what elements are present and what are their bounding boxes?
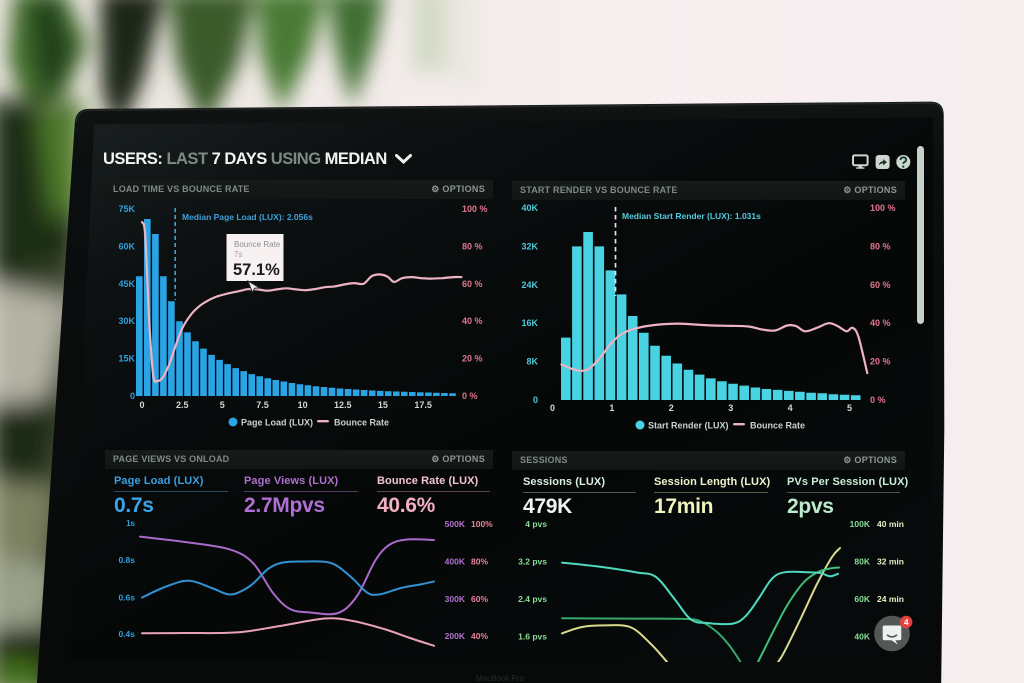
svg-text:2: 2 [669,403,674,413]
svg-text:Median Start Render (LUX): 1.0: Median Start Render (LUX): 1.031s [622,211,761,221]
svg-text:57.1%: 57.1% [233,261,280,279]
svg-text:40K: 40K [854,632,870,642]
svg-text:32K: 32K [521,241,538,251]
svg-text:17.5: 17.5 [414,400,432,410]
svg-text:Start Render (LUX): Start Render (LUX) [648,421,729,431]
svg-text:Bounce Rate: Bounce Rate [234,240,281,249]
svg-text:32 min: 32 min [877,557,904,567]
svg-text:0: 0 [139,400,144,410]
svg-text:60 %: 60 % [870,280,891,290]
svg-text:0.4s: 0.4s [118,629,135,639]
svg-text:3: 3 [728,403,733,413]
svg-text:75K: 75K [118,204,135,214]
svg-text:0: 0 [130,391,135,401]
svg-text:Page Load (LUX): Page Load (LUX) [241,418,313,428]
svg-text:40 min: 40 min [877,519,904,529]
svg-text:16K: 16K [521,318,538,328]
svg-text:Median Page Load (LUX): 2.056s: Median Page Load (LUX): 2.056s [182,212,313,222]
svg-text:5: 5 [847,403,852,413]
svg-text:60K: 60K [118,241,135,251]
svg-text:100 %: 100 % [462,204,488,214]
svg-text:200K: 200K [445,631,466,641]
svg-text:100K: 100K [850,519,871,529]
svg-text:1: 1 [609,403,614,413]
svg-text:40 %: 40 % [462,316,483,326]
svg-text:4 pvs: 4 pvs [525,519,547,529]
svg-text:80%: 80% [471,557,488,567]
svg-text:4: 4 [904,617,909,627]
svg-text:100 %: 100 % [870,203,896,213]
svg-text:24 min: 24 min [877,594,904,604]
svg-text:Bounce Rate: Bounce Rate [750,421,805,431]
svg-text:15: 15 [378,400,388,410]
svg-text:60%: 60% [471,594,488,604]
svg-text:1s: 1s [126,519,135,528]
svg-text:100%: 100% [471,519,493,529]
svg-text:500K: 500K [445,519,466,529]
svg-text:1.6 pvs: 1.6 pvs [518,632,547,642]
svg-text:MacBook Pro: MacBook Pro [476,674,525,683]
svg-text:0.6s: 0.6s [118,593,135,603]
svg-text:40 %: 40 % [870,318,891,328]
svg-text:20 %: 20 % [870,357,891,367]
svg-text:8K: 8K [526,357,538,367]
svg-text:400K: 400K [445,557,466,567]
svg-text:40%: 40% [471,631,488,641]
svg-text:80K: 80K [854,557,870,567]
svg-text:60K: 60K [854,594,870,604]
svg-text:2.5: 2.5 [176,400,189,410]
svg-text:7.5: 7.5 [256,400,269,410]
svg-text:2.4 pvs: 2.4 pvs [518,594,547,604]
svg-text:Bounce Rate: Bounce Rate [334,418,389,428]
svg-text:60 %: 60 % [462,279,483,289]
svg-text:0: 0 [550,403,555,413]
svg-text:80 %: 80 % [462,241,483,251]
svg-text:0: 0 [533,395,538,405]
svg-text:0 %: 0 % [870,395,886,405]
svg-text:300K: 300K [445,594,466,604]
svg-text:0 %: 0 % [462,391,478,401]
svg-text:15K: 15K [118,354,135,364]
svg-text:30K: 30K [118,316,135,326]
svg-text:12.5: 12.5 [334,400,352,410]
svg-text:10: 10 [298,400,308,410]
svg-text:5: 5 [220,400,225,410]
svg-text:20 %: 20 % [462,354,483,364]
svg-text:0.8s: 0.8s [118,555,135,565]
svg-text:80 %: 80 % [870,241,891,251]
svg-text:7s: 7s [234,250,242,259]
svg-text:40K: 40K [521,203,538,213]
svg-text:45K: 45K [118,279,135,289]
svg-text:3.2 pvs: 3.2 pvs [518,557,547,567]
svg-text:4: 4 [788,403,793,413]
svg-text:24K: 24K [521,280,538,290]
